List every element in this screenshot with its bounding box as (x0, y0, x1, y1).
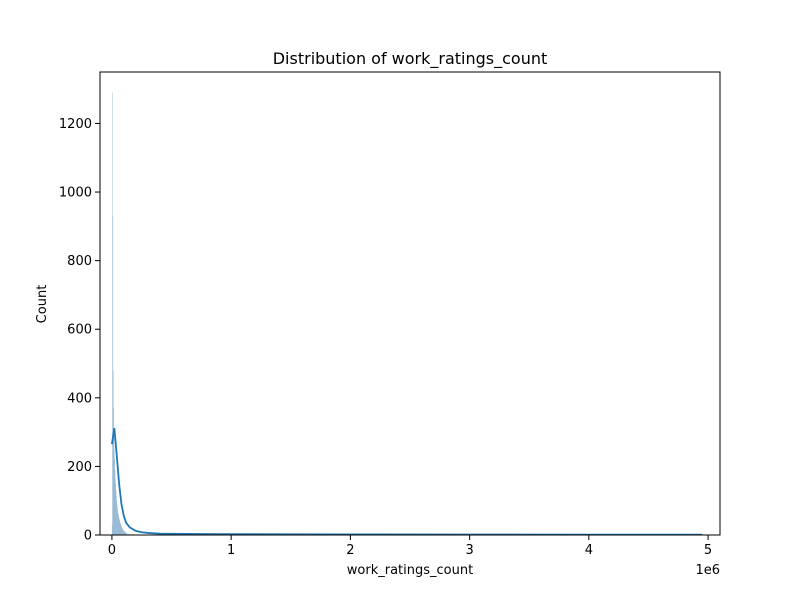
x-axis-offset-label: 1e6 (695, 563, 720, 578)
y-tick-label: 200 (67, 460, 92, 475)
plot-frame (99, 71, 721, 536)
y-tick-label: 0 (84, 529, 92, 544)
y-tick-label: 600 (67, 323, 92, 338)
y-tick-label: 800 (67, 254, 92, 269)
x-tick-label: 3 (465, 543, 473, 558)
histogram-bars (111, 92, 184, 536)
x-tick-label: 4 (585, 543, 593, 558)
x-tick-label: 1 (227, 543, 235, 558)
x-axis-ticks: 0 1 2 3 4 5 (108, 535, 712, 558)
y-tick-label: 1200 (59, 117, 92, 132)
y-tick-label: 1000 (59, 186, 92, 201)
y-axis-ticks: 0 200 400 600 800 1000 1200 (59, 117, 100, 544)
y-axis-label: Count (35, 285, 50, 324)
y-tick-label: 400 (67, 391, 92, 406)
chart-title: Distribution of work_ratings_count (273, 49, 548, 69)
plot-background (100, 72, 720, 535)
x-tick-label: 2 (346, 543, 354, 558)
x-tick-label: 0 (108, 543, 116, 558)
x-tick-label: 5 (704, 543, 712, 558)
x-axis-label: work_ratings_count (347, 563, 473, 578)
kde-line (111, 427, 703, 536)
